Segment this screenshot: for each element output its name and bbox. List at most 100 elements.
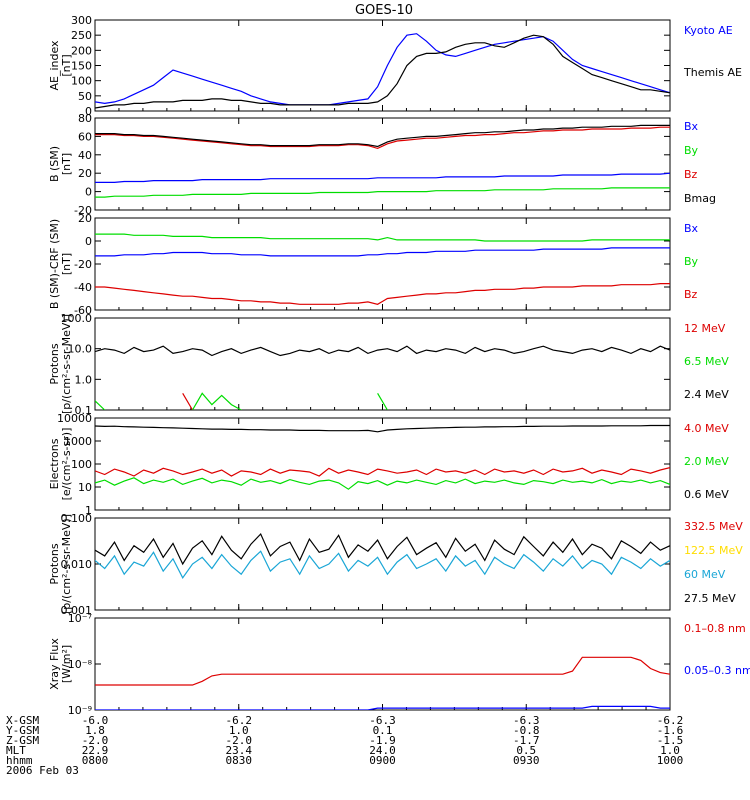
y-axis-label: B (SM)-CRF (SM)[nT] bbox=[48, 219, 73, 309]
series-line-0-6-mev bbox=[95, 424, 670, 433]
y-tick-label: 250 bbox=[71, 29, 92, 42]
ephemeris-value: -1.7 bbox=[513, 734, 540, 747]
series-lines bbox=[95, 233, 670, 305]
y-axis-label-line: [nT] bbox=[60, 153, 73, 175]
panel-3: -60 -40 -20 0 20 B (SM)-CRF (SM)[nT] Bx By Bz bbox=[48, 212, 699, 317]
ephemeris-value: 22.9 bbox=[82, 744, 109, 757]
series-lines bbox=[95, 345, 670, 410]
ephemeris-value: -1.5 bbox=[657, 734, 684, 747]
legend-label: 0.05–0.3 nm bbox=[684, 664, 750, 677]
series-lines bbox=[95, 33, 670, 109]
y-tick-label: 10⁻⁷ bbox=[68, 612, 92, 625]
panel-7: 10⁻⁹ 10⁻⁸ 10⁻⁷ Xray Flux[W/m²] 0.1–0.8 nm 0.0… bbox=[48, 612, 750, 717]
y-tick-label: 10⁻⁸ bbox=[68, 658, 93, 671]
legend-label: 4.0 MeV bbox=[684, 422, 729, 435]
legend-label: Bz bbox=[684, 288, 698, 301]
y-tick-label: 100 bbox=[71, 75, 92, 88]
y-tick-label: -20 bbox=[74, 204, 92, 217]
y-tick-label: 150 bbox=[71, 60, 92, 73]
series-line-by bbox=[95, 233, 670, 242]
legend-label: By bbox=[684, 255, 699, 268]
y-tick-label: 1 bbox=[85, 504, 92, 517]
series-line-0-05-0-3-nm bbox=[95, 705, 670, 710]
series-line-0-1-0-8-nm bbox=[95, 656, 670, 686]
y-axis-label: Electrons[e/(cm²-s-sr)] bbox=[48, 428, 73, 501]
legend-label: 332.5 MeV bbox=[684, 520, 743, 533]
y-tick-label: 0 bbox=[85, 105, 92, 118]
legend-label: 122.5 MeV bbox=[684, 544, 743, 557]
y-tick-label: 0.1 bbox=[75, 404, 93, 417]
y-axis-label-line: Protons bbox=[48, 343, 61, 384]
y-tick-label: -20 bbox=[74, 258, 92, 271]
ephemeris-value: 1000 bbox=[657, 754, 684, 767]
ephemeris-value: 0.1 bbox=[373, 724, 393, 737]
ephemeris-value: -6.3 bbox=[369, 714, 396, 727]
y-tick-label: 0.001 bbox=[61, 604, 93, 617]
y-axis-label: AE_index[nT] bbox=[48, 40, 73, 91]
y-tick-label: 200 bbox=[71, 44, 92, 57]
y-axis-label-line: Protons bbox=[48, 543, 61, 584]
legend-label: Bx bbox=[684, 120, 699, 133]
series-line-by bbox=[95, 187, 670, 198]
legend-label: 2.0 MeV bbox=[684, 455, 729, 468]
y-tick-label: 0 bbox=[85, 235, 92, 248]
series-line-bx bbox=[95, 247, 670, 257]
y-tick-label: 20 bbox=[78, 167, 92, 180]
panel-frame bbox=[94, 317, 671, 411]
ephemeris-value: 0.5 bbox=[516, 744, 536, 757]
y-axis-label-line: [p/(cm²-s-sr-MeV)] bbox=[60, 514, 73, 614]
y-tick-label: 20 bbox=[78, 212, 92, 225]
y-axis-label: Xray Flux[W/m²] bbox=[48, 638, 73, 690]
y-axis-label-line: Xray Flux bbox=[48, 638, 61, 690]
series-line-bx bbox=[95, 172, 670, 183]
ephemeris-value: -2.0 bbox=[82, 734, 109, 747]
y-axis-label-line: [W/m²] bbox=[60, 645, 73, 683]
legend-label: Bx bbox=[684, 222, 699, 235]
ephemeris-row-label: hhmm bbox=[6, 754, 33, 767]
ephemeris-date: 2006 Feb 03 bbox=[6, 764, 79, 777]
series-lines bbox=[95, 124, 670, 198]
panel-1: 0 50 100 150 200 250 300 AE_index[nT] Kyoto AE Th… bbox=[48, 14, 742, 118]
legend-label: By bbox=[684, 144, 699, 157]
ephemeris-value: -2.0 bbox=[226, 734, 253, 747]
y-tick-label: 80 bbox=[78, 112, 92, 125]
y-axis-label: Protons[p/(cm²-s-sr-MeV)] bbox=[48, 314, 73, 414]
y-tick-label: 300 bbox=[71, 14, 92, 27]
panel-frame bbox=[94, 517, 671, 611]
y-tick-label: 40 bbox=[78, 149, 92, 162]
series-lines bbox=[95, 532, 670, 579]
ephemeris-value: 0900 bbox=[369, 754, 396, 767]
series-line-60-mev bbox=[95, 550, 670, 579]
panel-5: 1 10 100 1000 10000 Electrons[e/(cm²-s-sr)] 4.… bbox=[48, 412, 729, 517]
ephemeris-value: -1.9 bbox=[369, 734, 396, 747]
y-axis-label-line: B (SM)-CRF (SM) bbox=[48, 219, 61, 309]
series-line-4-0-mev bbox=[95, 467, 670, 477]
y-tick-label: -60 bbox=[74, 304, 92, 317]
ephemeris-row-label: MLT bbox=[6, 744, 26, 757]
series-line-2-4-mev bbox=[95, 345, 670, 357]
y-axis-label: B (SM)[nT] bbox=[48, 146, 73, 182]
ephemeris-row-label: X-GSM bbox=[6, 714, 39, 727]
legend-label: 2.4 MeV bbox=[684, 388, 729, 401]
ephemeris-value: 1.0 bbox=[229, 724, 249, 737]
series-line-2-0-mev bbox=[95, 477, 670, 490]
legend-label: Themis AE bbox=[683, 66, 742, 79]
y-axis-label-line: [e/(cm²-s-sr)] bbox=[60, 428, 73, 501]
ephemeris-value: -6.2 bbox=[657, 714, 684, 727]
ephemeris-row-label: Y-GSM bbox=[6, 724, 39, 737]
y-axis-label-line: B (SM) bbox=[48, 146, 61, 182]
legend-label: 6.5 MeV bbox=[684, 355, 729, 368]
y-tick-label: 10 bbox=[78, 481, 92, 494]
series-line-themis-ae bbox=[95, 34, 670, 109]
ephemeris-value: 0930 bbox=[513, 754, 540, 767]
series-lines bbox=[95, 424, 670, 490]
ephemeris-value: -1.6 bbox=[657, 724, 684, 737]
y-tick-label: 0 bbox=[85, 186, 92, 199]
y-axis-label-line: [nT] bbox=[60, 54, 73, 76]
ephemeris-value: -6.0 bbox=[82, 714, 109, 727]
series-line-bz bbox=[95, 126, 670, 150]
y-tick-label: 10⁻⁹ bbox=[68, 704, 92, 717]
ephemeris-value: 23.4 bbox=[226, 744, 253, 757]
